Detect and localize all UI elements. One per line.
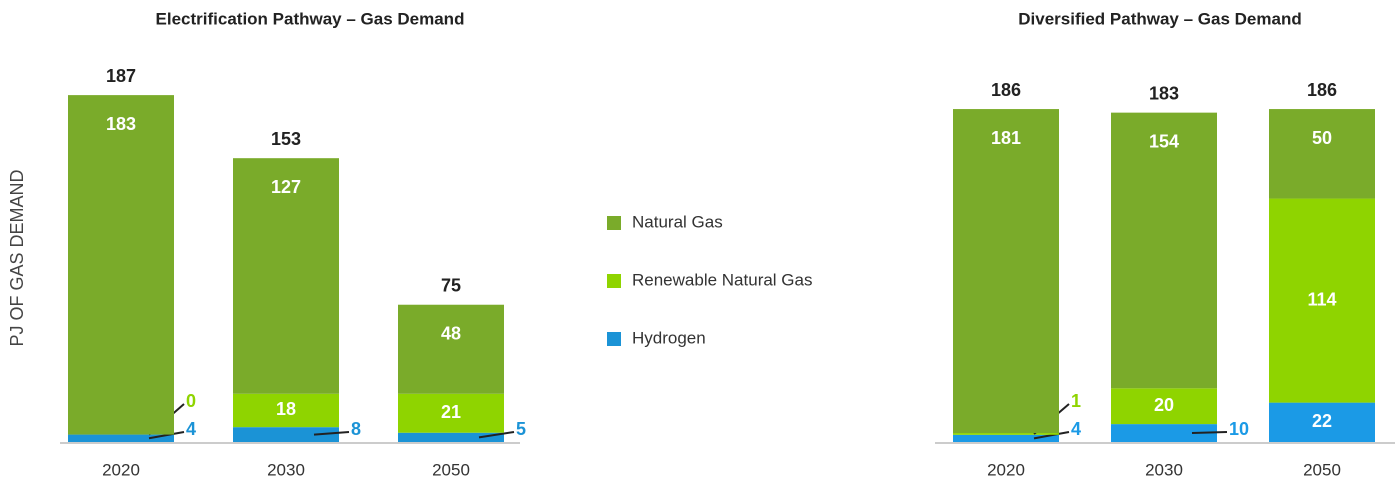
data-label: 48 <box>441 323 461 343</box>
bar-segment <box>1111 388 1217 425</box>
bar-segment <box>1269 402 1375 442</box>
bar-segment <box>68 434 174 442</box>
data-label: 18 <box>276 399 296 419</box>
data-label: 5 <box>516 419 526 439</box>
x-tick-label: 2020 <box>987 460 1025 479</box>
bar-segment <box>1111 112 1217 389</box>
y-axis-label: PJ OF GAS DEMAND <box>7 169 27 346</box>
total-label: 186 <box>1307 80 1337 100</box>
chart-title: Electrification Pathway – Gas Demand <box>156 9 465 28</box>
bar-segment <box>1111 424 1217 442</box>
bar-segment <box>233 393 339 428</box>
x-tick-label: 2030 <box>267 460 305 479</box>
bar-segment <box>398 304 504 394</box>
x-tick-label: 2050 <box>1303 460 1341 479</box>
bar-segment <box>1269 198 1375 403</box>
total-label: 187 <box>106 66 136 86</box>
bar-segment <box>953 433 1059 435</box>
data-label: 127 <box>271 177 301 197</box>
data-label: 50 <box>1312 128 1332 148</box>
leader-line <box>313 431 350 436</box>
legend-label: Renewable Natural Gas <box>632 270 812 289</box>
data-label: 1 <box>1071 391 1081 411</box>
bar-segment <box>398 393 504 433</box>
data-label: 4 <box>1071 419 1081 439</box>
bar-segment <box>233 427 339 442</box>
legend-swatch <box>607 332 621 346</box>
bar-segment <box>68 95 174 435</box>
legend-swatch <box>607 216 621 230</box>
legend-swatch <box>607 274 621 288</box>
data-label: 154 <box>1149 131 1179 151</box>
leader-line <box>148 431 185 440</box>
bar-segment <box>953 434 1059 442</box>
total-label: 183 <box>1149 83 1179 103</box>
leader-line <box>1191 431 1228 435</box>
data-label: 10 <box>1229 419 1249 439</box>
total-label: 75 <box>441 275 461 295</box>
total-label: 186 <box>991 80 1021 100</box>
leader-line <box>478 431 515 439</box>
data-label: 4 <box>186 419 196 439</box>
x-tick-label: 2050 <box>432 460 470 479</box>
bar-segment <box>398 432 504 442</box>
x-tick-label: 2030 <box>1145 460 1183 479</box>
legend-label: Hydrogen <box>632 328 706 347</box>
x-tick-label: 2020 <box>102 460 140 479</box>
legend-label: Natural Gas <box>632 212 723 231</box>
bar-segment <box>233 158 339 394</box>
data-label: 181 <box>991 128 1021 148</box>
total-label: 153 <box>271 129 301 149</box>
chart-title: Diversified Pathway – Gas Demand <box>1018 9 1301 28</box>
data-label: 21 <box>441 402 461 422</box>
bar-segment <box>1269 109 1375 199</box>
data-label: 8 <box>351 419 361 439</box>
data-label: 22 <box>1312 411 1332 431</box>
data-label: 183 <box>106 114 136 134</box>
leader-line <box>1033 431 1070 440</box>
data-label: 20 <box>1154 395 1174 415</box>
data-label: 114 <box>1307 289 1336 309</box>
bar-segment <box>953 109 1059 434</box>
data-label: 0 <box>186 391 196 411</box>
